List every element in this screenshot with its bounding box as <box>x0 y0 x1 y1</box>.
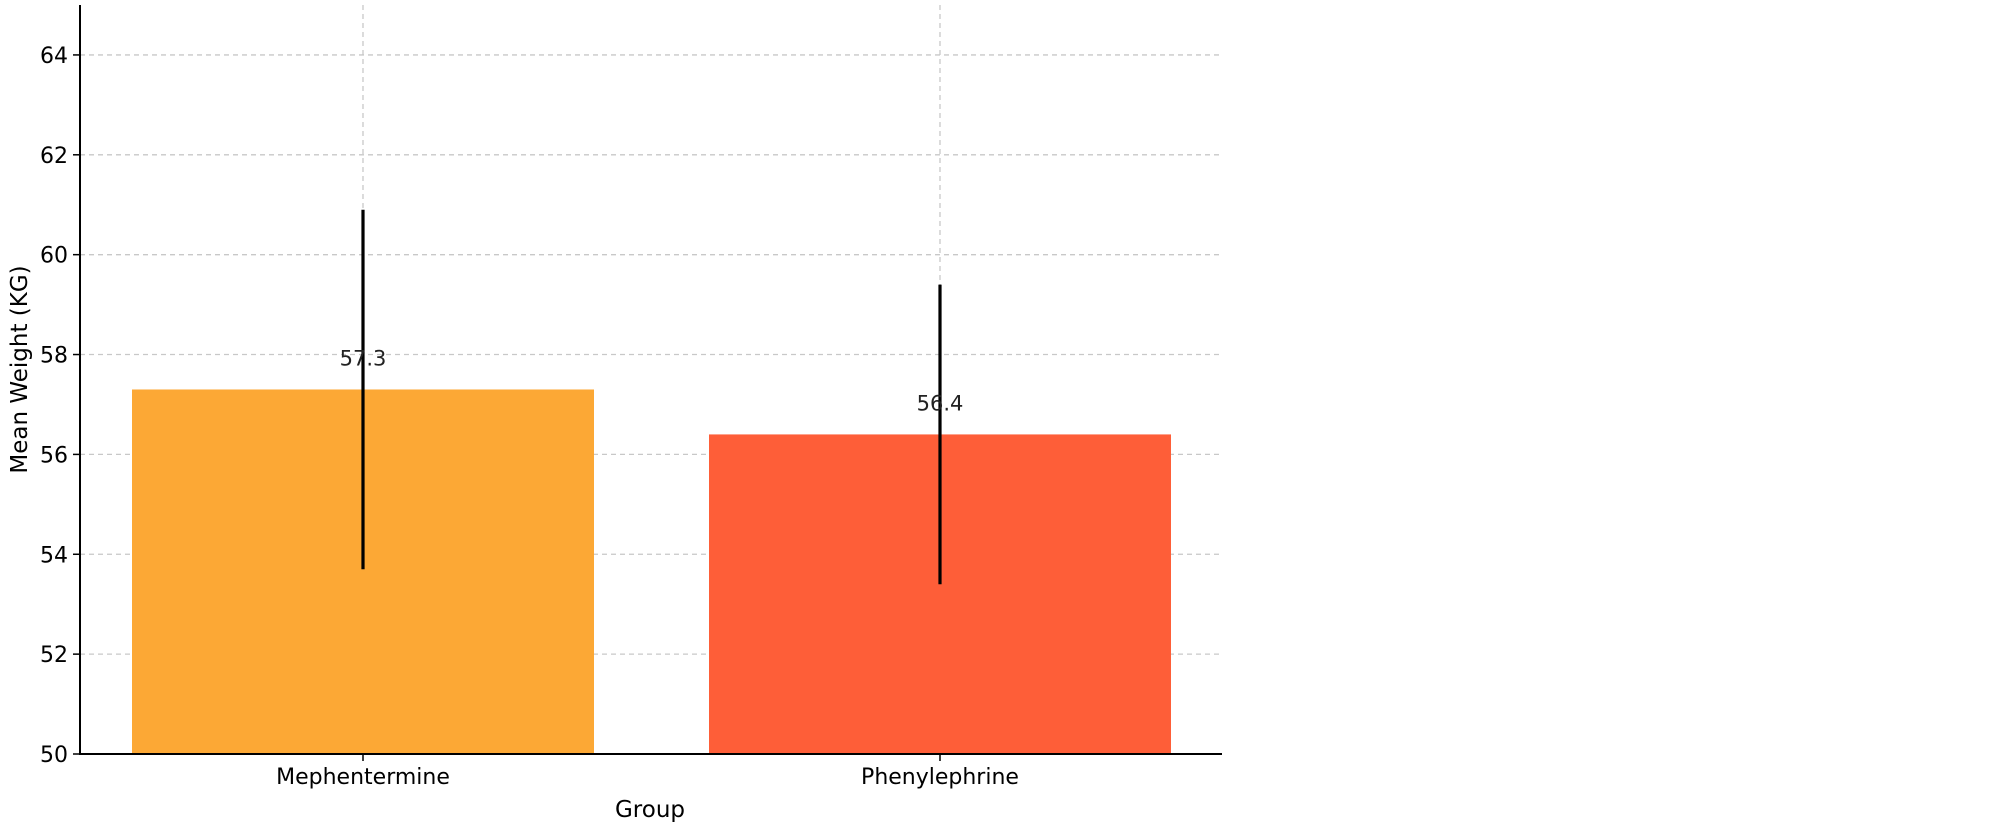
y-tick-label: 54 <box>40 543 68 568</box>
axes <box>79 5 1222 755</box>
ticks: 50 52 54 56 58 60 62 64 Mephentermine Phenylephri… <box>40 44 1019 790</box>
bar-value-label: 56.4 <box>917 391 964 415</box>
x-axis-title: Group <box>615 797 685 823</box>
y-tick-label: 60 <box>40 244 68 269</box>
y-tick-label: 58 <box>40 344 68 369</box>
error-bars <box>361 209 942 585</box>
y-tick-label: 50 <box>40 743 68 768</box>
y-tick-label: 62 <box>40 144 68 169</box>
x-tick-label: Mephentermine <box>276 765 450 790</box>
x-tick-label: Phenylephrine <box>861 765 1019 790</box>
bar-value-label: 57.3 <box>340 346 387 370</box>
y-tick-label: 64 <box>40 44 68 69</box>
y-tick-label: 52 <box>40 643 68 668</box>
y-axis-title: Mean Weight (KG) <box>7 265 33 473</box>
value-labels: 57.3 56.4 <box>340 346 964 415</box>
y-tick-label: 56 <box>40 443 68 468</box>
bars <box>132 389 1171 754</box>
